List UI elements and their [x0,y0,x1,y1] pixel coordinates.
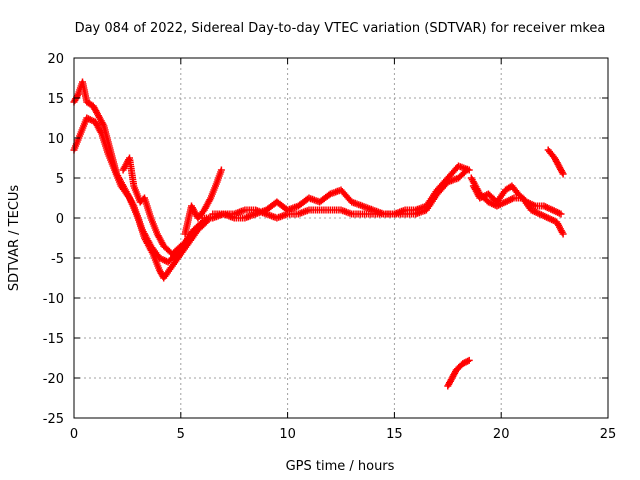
y-tick-label: -5 [51,252,64,267]
x-axis-label: GPS time / hours [286,459,395,474]
chart-title: Day 084 of 2022, Sidereal Day-to-day VTE… [75,21,606,36]
series-trace-i [544,146,567,178]
y-tick-label: -15 [43,332,64,347]
plot-frame [73,57,609,419]
y-axis-label: SDTVAR / TECUs [7,185,22,292]
y-tick-label: 10 [47,132,64,147]
y-tick-label: -25 [43,412,64,427]
y-tick-label: -10 [43,292,64,307]
x-tick-label: 20 [493,427,510,442]
series-trace-j [444,356,473,390]
series-trace-f [198,162,473,222]
series-trace-h [469,182,565,218]
marker-trace [444,356,473,390]
marker-trace [544,146,567,178]
series-trace-c [119,154,185,258]
marker-trace [467,174,567,238]
data-series [70,78,567,390]
x-tick-label: 15 [386,427,403,442]
marker-trace [198,162,473,222]
marker-trace [469,182,565,218]
y-tick-label: 20 [47,52,64,67]
y-tick-label: 15 [47,92,64,107]
y-tick-label: 0 [56,212,64,227]
y-tick-label: -20 [43,372,64,387]
x-tick-label: 10 [279,427,296,442]
series-trace-g [467,174,567,238]
x-tick-label: 5 [177,427,185,442]
series-trace-d [181,166,225,238]
y-tick-label: 5 [56,172,64,187]
marker-trace [119,154,185,258]
axis-ticks: 0 5 10 15 20 25 20 15 10 5 0 -5 -10 -15 -20 -25 [43,52,617,442]
x-tick-label: 25 [600,427,617,442]
x-tick-label: 0 [70,427,78,442]
grid [74,58,608,418]
marker-trace [181,166,225,238]
